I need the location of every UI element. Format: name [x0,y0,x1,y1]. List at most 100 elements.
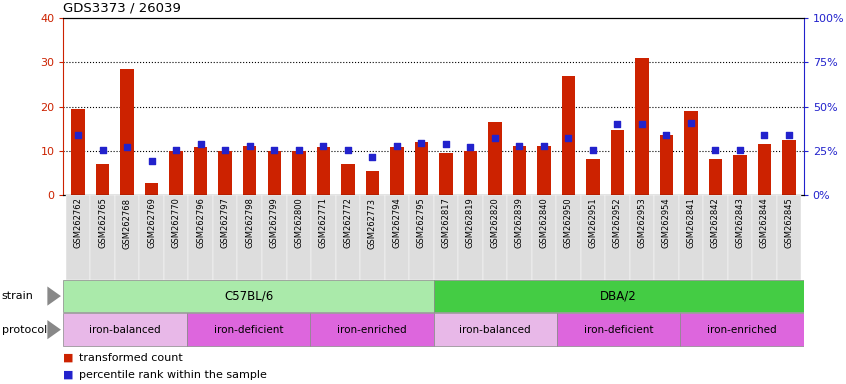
Bar [243,146,256,195]
Point [660,132,673,138]
Bar [728,195,752,280]
Text: GSM262798: GSM262798 [245,198,255,248]
Bar [311,195,336,280]
Bar [218,151,232,195]
Bar [660,135,673,195]
Point [586,147,600,153]
Bar [752,195,777,280]
Point [537,142,551,149]
Bar [439,153,453,195]
Bar [169,151,183,195]
Text: iron-deficient: iron-deficient [214,324,283,335]
Point [783,132,796,138]
Bar [66,195,91,280]
Point [611,121,624,127]
Point [120,144,134,151]
Point [341,147,354,153]
Text: GSM262797: GSM262797 [221,198,230,248]
Bar [557,313,680,346]
Text: iron-enriched: iron-enriched [707,324,777,335]
Text: iron-enriched: iron-enriched [337,324,407,335]
Bar [262,195,287,280]
Point [145,157,158,164]
Point [292,147,305,153]
Text: GSM262800: GSM262800 [294,198,303,248]
Bar [145,183,158,195]
Bar [680,313,804,346]
Bar [189,195,213,280]
Text: GDS3373 / 26039: GDS3373 / 26039 [63,1,181,14]
Text: GSM262950: GSM262950 [564,198,573,248]
Point [635,121,649,127]
Point [684,120,698,126]
Point [194,141,207,147]
Text: GSM262845: GSM262845 [784,198,794,248]
Text: percentile rank within the sample: percentile rank within the sample [79,369,266,380]
Bar [758,144,772,195]
Text: iron-balanced: iron-balanced [459,324,531,335]
Text: iron-balanced: iron-balanced [90,324,161,335]
Text: GSM262952: GSM262952 [613,198,622,248]
Bar [336,195,360,280]
Point [96,147,109,153]
Point [243,142,256,149]
Text: protocol: protocol [2,324,47,335]
Text: GSM262769: GSM262769 [147,198,157,248]
Text: GSM262768: GSM262768 [123,198,132,248]
Point [169,147,183,153]
Point [218,147,232,153]
Text: GSM262794: GSM262794 [393,198,401,248]
Text: GSM262795: GSM262795 [417,198,426,248]
Text: GSM262817: GSM262817 [442,198,450,248]
Text: GSM262844: GSM262844 [760,198,769,248]
Bar [605,195,629,280]
Point [733,147,747,153]
Bar [140,195,164,280]
Bar [341,164,354,195]
Point [267,147,281,153]
Bar [287,195,311,280]
Text: GSM262841: GSM262841 [686,198,695,248]
Bar [464,151,477,195]
Bar [580,195,605,280]
Bar [678,195,703,280]
Text: ■: ■ [63,353,74,363]
Bar [390,147,404,195]
Bar [531,195,556,280]
Bar [316,147,330,195]
Bar [482,195,507,280]
Bar [629,195,654,280]
Bar [120,69,134,195]
Point [464,144,477,151]
Bar [433,280,804,312]
Text: GSM262954: GSM262954 [662,198,671,248]
Point [415,140,428,146]
Text: GSM262773: GSM262773 [368,198,376,248]
Bar [507,195,531,280]
Text: GSM262951: GSM262951 [589,198,597,248]
Text: GSM262953: GSM262953 [637,198,646,248]
Bar [415,142,428,195]
Bar [458,195,482,280]
Point [439,141,453,147]
Text: GSM262840: GSM262840 [540,198,548,248]
Text: transformed count: transformed count [79,353,183,363]
Bar [213,195,238,280]
Bar [513,146,526,195]
Bar [360,195,385,280]
Point [365,154,379,161]
Bar [433,313,557,346]
Bar [63,280,433,312]
Bar [63,313,187,346]
Bar [488,122,502,195]
Text: iron-deficient: iron-deficient [584,324,653,335]
Bar [654,195,678,280]
Bar [733,155,747,195]
Bar [115,195,140,280]
Text: ■: ■ [63,369,74,380]
Bar [91,195,115,280]
Bar [635,58,649,195]
Bar [586,159,600,195]
Bar [267,151,281,195]
Bar [777,195,801,280]
